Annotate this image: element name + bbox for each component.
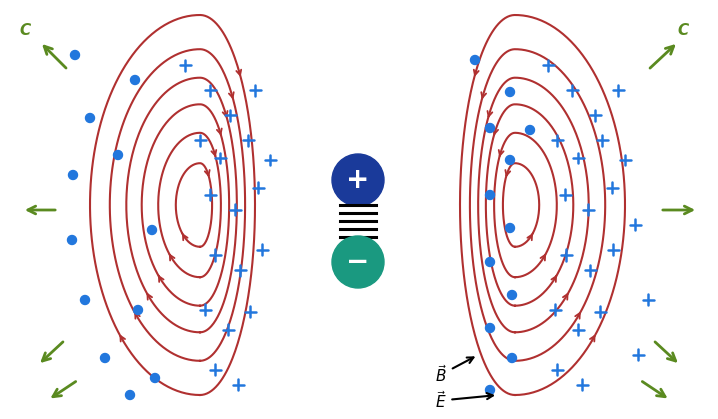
Text: −: − (346, 248, 370, 276)
Circle shape (113, 150, 123, 160)
Text: $\vec{B}$: $\vec{B}$ (435, 357, 473, 385)
Circle shape (526, 126, 534, 134)
Circle shape (508, 290, 516, 300)
Circle shape (332, 154, 384, 206)
Text: C: C (677, 23, 689, 37)
Circle shape (505, 88, 515, 96)
Circle shape (485, 258, 495, 266)
Circle shape (70, 51, 80, 59)
Circle shape (101, 354, 110, 362)
Circle shape (85, 114, 95, 122)
Text: +: + (346, 166, 370, 194)
Text: $\vec{E}$: $\vec{E}$ (435, 390, 493, 411)
Circle shape (505, 155, 515, 165)
Circle shape (505, 223, 515, 233)
Circle shape (485, 124, 495, 132)
Circle shape (470, 55, 480, 65)
Circle shape (332, 236, 384, 288)
Circle shape (147, 225, 157, 235)
Circle shape (67, 235, 77, 245)
Circle shape (485, 323, 495, 333)
Circle shape (508, 354, 516, 362)
Circle shape (68, 171, 78, 179)
Circle shape (131, 75, 139, 85)
Text: C: C (19, 23, 31, 37)
Circle shape (485, 385, 495, 395)
Circle shape (126, 391, 134, 399)
Circle shape (151, 373, 159, 383)
Circle shape (134, 305, 142, 315)
Circle shape (80, 295, 90, 305)
Circle shape (485, 191, 495, 199)
